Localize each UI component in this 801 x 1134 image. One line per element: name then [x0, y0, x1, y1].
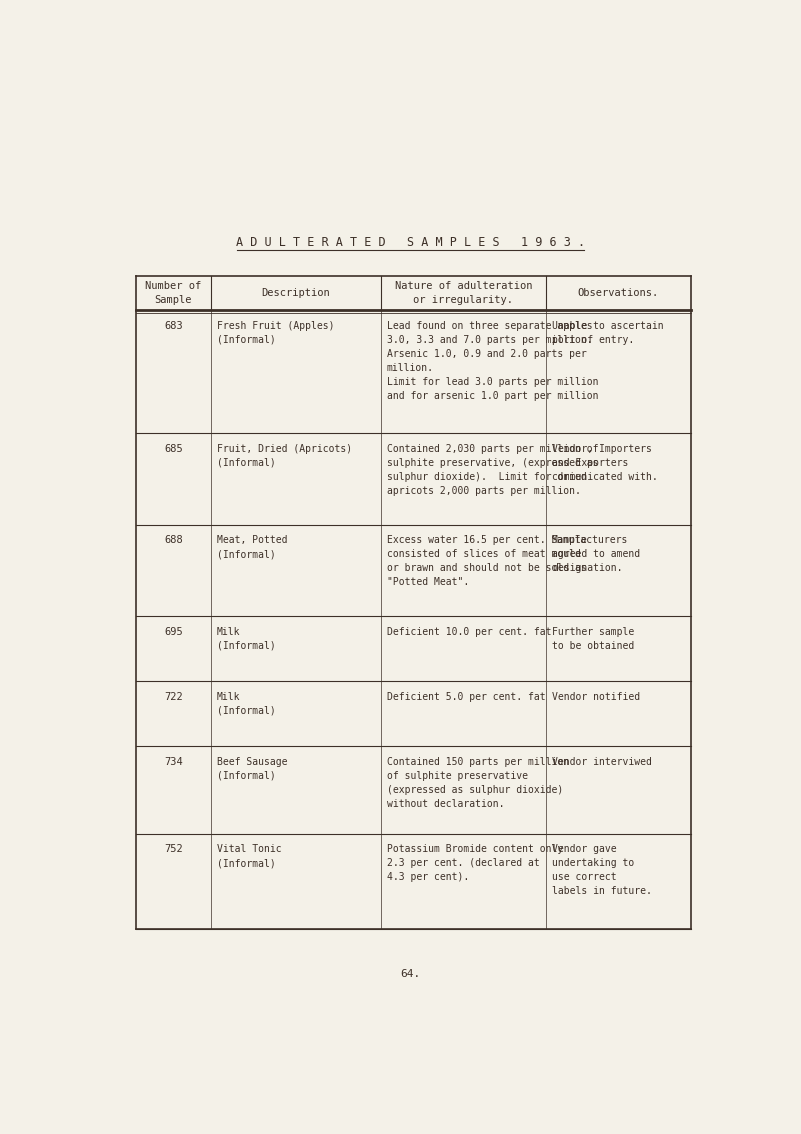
Text: Fresh Fruit (Apples)
(Informal): Fresh Fruit (Apples) (Informal): [217, 321, 334, 345]
Text: 752: 752: [164, 844, 183, 854]
Text: Description: Description: [261, 288, 330, 298]
Text: 695: 695: [164, 627, 183, 636]
Text: 683: 683: [164, 321, 183, 331]
Text: 722: 722: [164, 692, 183, 702]
Text: 685: 685: [164, 443, 183, 454]
Text: Contained 2,030 parts per million of
sulphite preservative, (expressed as
sulphu: Contained 2,030 parts per million of sul…: [387, 443, 598, 496]
Text: Manufacturers
agreed to amend
designation.: Manufacturers agreed to amend designatio…: [552, 535, 640, 574]
Text: Nature of adulteration
or irregularity.: Nature of adulteration or irregularity.: [395, 281, 532, 305]
Text: Excess water 16.5 per cent. Sample
consisted of slices of meat mould
or brawn an: Excess water 16.5 per cent. Sample consi…: [387, 535, 586, 587]
Text: A D U L T E R A T E D   S A M P L E S   1 9 6 3 .: A D U L T E R A T E D S A M P L E S 1 9 …: [236, 236, 585, 249]
Text: Vendor notified: Vendor notified: [552, 692, 640, 702]
Text: Number of
Sample: Number of Sample: [145, 281, 202, 305]
Text: Fruit, Dried (Apricots)
(Informal): Fruit, Dried (Apricots) (Informal): [217, 443, 352, 468]
Text: Further sample
to be obtained: Further sample to be obtained: [552, 627, 634, 651]
Text: Vendor interviwed: Vendor interviwed: [552, 756, 652, 767]
Text: Potassium Bromide content only
2.3 per cent. (declared at
4.3 per cent).: Potassium Bromide content only 2.3 per c…: [387, 844, 563, 882]
Text: Lead found on three separate apples
3.0, 3.3 and 7.0 parts per million.
Arsenic : Lead found on three separate apples 3.0,…: [387, 321, 598, 401]
Text: Milk
(Informal): Milk (Informal): [217, 627, 276, 651]
Text: Milk
(Informal): Milk (Informal): [217, 692, 276, 716]
Text: Beef Sausage
(Informal): Beef Sausage (Informal): [217, 756, 288, 781]
Text: Observations.: Observations.: [578, 288, 659, 298]
Text: Contained 150 parts per million
of sulphite preservative
(expressed as sulphur d: Contained 150 parts per million of sulph…: [387, 756, 569, 809]
Text: Unable to ascertain
port of entry.: Unable to ascertain port of entry.: [552, 321, 664, 345]
Text: Deficient 10.0 per cent. fat: Deficient 10.0 per cent. fat: [387, 627, 551, 636]
Text: 64.: 64.: [400, 970, 421, 980]
Text: 734: 734: [164, 756, 183, 767]
Text: 688: 688: [164, 535, 183, 545]
Text: Meat, Potted
(Informal): Meat, Potted (Informal): [217, 535, 288, 559]
Text: Vital Tonic
(Informal): Vital Tonic (Informal): [217, 844, 281, 869]
Text: Vendor gave
undertaking to
use correct
labels in future.: Vendor gave undertaking to use correct l…: [552, 844, 652, 896]
Text: Deficient 5.0 per cent. fat: Deficient 5.0 per cent. fat: [387, 692, 545, 702]
Text: Vendor, Importers
and Exporters
communicated with.: Vendor, Importers and Exporters communic…: [552, 443, 658, 482]
